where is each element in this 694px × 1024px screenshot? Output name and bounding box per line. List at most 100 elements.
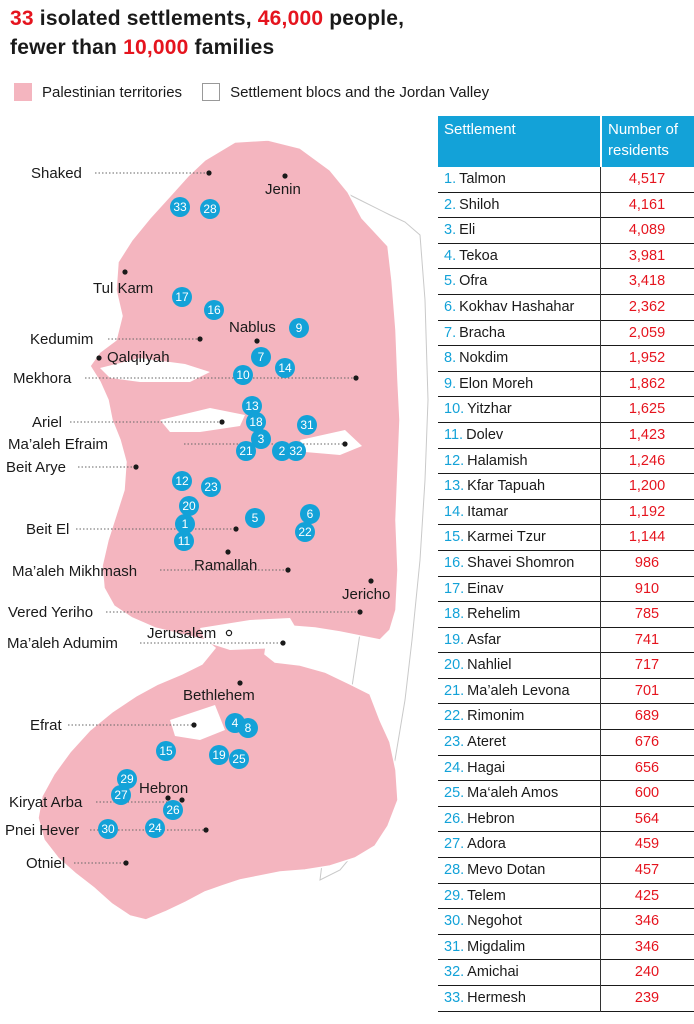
settlement-blocs-swatch: [202, 83, 221, 101]
table-row: 22. Rimonim 689: [438, 704, 694, 731]
settlement-marker-26: 26: [163, 800, 183, 820]
row-index: 16.: [444, 554, 465, 571]
marker-number: 8: [245, 721, 252, 735]
row-index: 4.: [444, 247, 457, 264]
settlement-marker-22: 22: [295, 522, 315, 542]
marker-number: 16: [207, 303, 221, 317]
settlement-marker-17: 17: [172, 287, 192, 307]
residents-value: 717: [634, 657, 660, 674]
bloc-jerusalem: [200, 618, 300, 650]
place-label-ariel: Ariel: [32, 414, 62, 431]
table-row: 30. Negohot 346: [438, 909, 694, 935]
residents-value: 4,161: [628, 196, 666, 213]
residents-value: 1,423: [628, 426, 666, 443]
table-row: 11. Dolev 1,423: [438, 423, 694, 449]
residents-value: 564: [634, 810, 660, 827]
settlement-name: Ma’aleh Levona: [467, 682, 570, 699]
marker-circle: [117, 769, 137, 789]
marker-number: 27: [114, 788, 128, 802]
place-label-kedumim: Kedumim: [30, 331, 93, 348]
settlement-name: Rimonim: [467, 708, 525, 725]
marker-circle: [289, 318, 309, 338]
settlement-marker-23: 23: [201, 477, 221, 497]
settlement-bloc-cutouts: [100, 358, 362, 740]
settlement-marker-11: 11: [174, 531, 194, 551]
place-label-jericho: Jericho: [342, 586, 390, 603]
row-index: 15.: [444, 529, 465, 546]
settlement-cell: 31. Migdalim: [438, 935, 600, 960]
marker-circle: [145, 818, 165, 838]
marker-number: 1: [182, 517, 189, 531]
place-label-ramallah: Ramallah: [194, 557, 257, 574]
marker-number: 2: [279, 444, 286, 458]
residents-value: 239: [634, 990, 660, 1006]
bloc-gush-etzion: [170, 705, 225, 740]
headline-text-3: fewer than: [10, 36, 124, 59]
row-index: 22.: [444, 708, 465, 725]
marker-number: 10: [236, 368, 250, 382]
marker-number: 6: [307, 507, 314, 521]
settlement-name: Einav: [467, 580, 504, 597]
settlement-cell: 1. Talmon: [438, 167, 600, 192]
settlement-cell: 25. Ma‘aleh Amos: [438, 781, 600, 806]
settlement-blocs-label: Settlement blocs and the Jordan Valley: [230, 83, 490, 101]
settlement-marker-25: 25: [229, 749, 249, 769]
city-dots: [96, 170, 374, 866]
city-dot-vered-yeriho: [357, 609, 363, 615]
marker-circle: [251, 347, 271, 367]
residents-value: 656: [634, 759, 660, 776]
residents-value: 3,418: [628, 273, 666, 290]
place-label-pnei-hever: Pnei Hever: [5, 822, 79, 839]
marker-number: 12: [175, 474, 189, 488]
city-dot-maaleh-efraim: [342, 441, 348, 447]
settlement-count: 33: [10, 7, 34, 30]
residents-value: 4,089: [628, 222, 666, 239]
marker-number: 28: [203, 202, 217, 216]
residents-value: 785: [634, 606, 660, 623]
marker-circle: [251, 429, 271, 449]
marker-circle: [229, 749, 249, 769]
row-index: 31.: [444, 938, 465, 955]
settlement-cell: 32. Amichai: [438, 960, 600, 985]
marker-number: 21: [239, 444, 253, 458]
table-row: 7. Bracha 2,059: [438, 321, 694, 347]
settlement-cell: 10. Yitzhar: [438, 397, 600, 422]
settlement-marker-32: 32: [286, 441, 306, 461]
marker-number: 4: [232, 716, 239, 730]
table-row: 10. Yitzhar 1,625: [438, 397, 694, 423]
settlement-name: Bracha: [459, 324, 506, 341]
settlement-name: Adora: [467, 836, 506, 853]
marker-number: 11: [178, 534, 191, 548]
table-row: 8. Nokdim 1,952: [438, 346, 694, 372]
marker-number: 14: [278, 361, 292, 375]
city-dot-beit-arye: [133, 464, 139, 470]
row-index: 30.: [444, 913, 465, 930]
settlement-marker-16: 16: [204, 300, 224, 320]
settlement-cell: 21. Ma’aleh Levona: [438, 679, 600, 704]
place-label-maaleh-mikhmash: Ma’aleh Mikhmash: [12, 563, 137, 580]
table-rows: 1. Talmon 4,517 2. Shiloh 4,161 3. Eli 4,089 4. Te…: [438, 167, 694, 1012]
marker-circle: [156, 741, 176, 761]
settlement-name: Kokhav Hashahar: [459, 298, 575, 315]
palestinian-territories-label: Palestinian territories: [42, 83, 183, 101]
table-row: 23. Ateret 676: [438, 730, 694, 756]
marker-circle: [111, 785, 131, 805]
marker-circle: [246, 412, 266, 432]
row-index: 3.: [444, 222, 457, 239]
city-dot-jerusalem: [225, 629, 233, 637]
headline-text-2: people,: [323, 7, 405, 30]
marker-circle: [295, 522, 315, 542]
marker-number: 5: [252, 511, 259, 525]
marker-circle: [245, 508, 265, 528]
table-row: 1. Talmon 4,517: [438, 167, 694, 193]
settlement-name: Hermesh: [467, 990, 526, 1006]
settlement-name: Ofra: [459, 273, 488, 290]
row-index: 25.: [444, 785, 465, 802]
headline-text-1: isolated settlements,: [33, 7, 258, 30]
headline-line-1: 33 isolated settlements, 46,000 people,: [10, 4, 610, 33]
place-label-mekhora: Mekhora: [13, 370, 72, 387]
settlement-name: Hebron: [467, 810, 515, 827]
row-index: 1.: [444, 171, 457, 187]
place-label-jenin: Jenin: [265, 181, 301, 198]
marker-circle: [163, 800, 183, 820]
